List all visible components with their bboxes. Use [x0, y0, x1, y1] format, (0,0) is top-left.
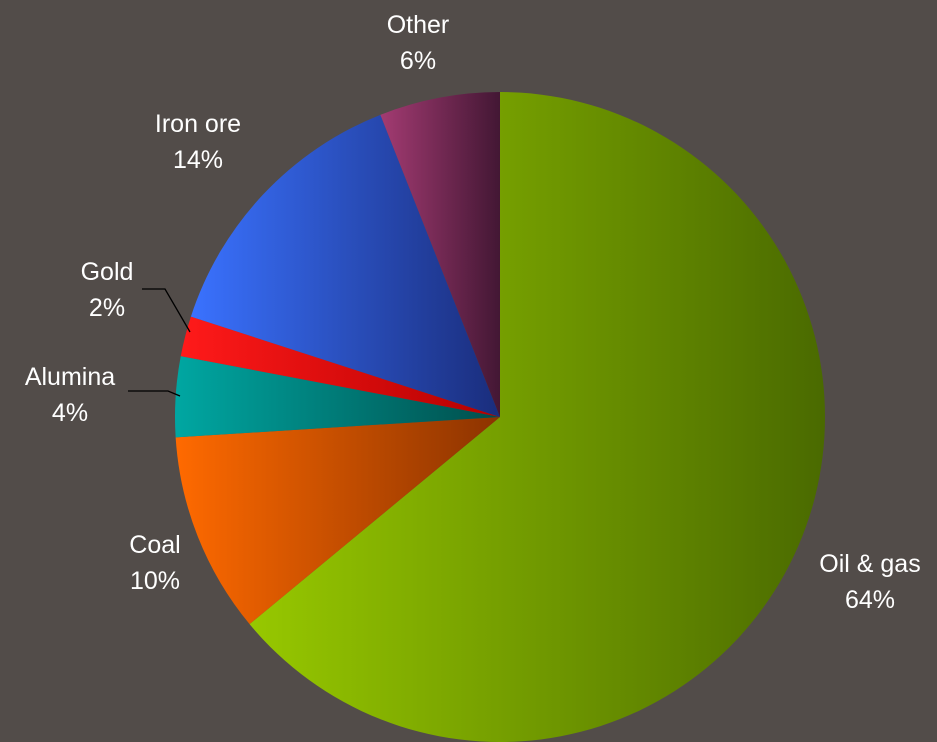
labels-layer: Oil & gas 64% Coal 10% Alumina 4% Gold 2% Iron o… [25, 11, 921, 614]
leader-line-gold [142, 288, 191, 333]
slice-oil-gas [249, 92, 825, 742]
slice-name-oil-gas: Oil & gas [819, 550, 920, 578]
slice-coal [175, 417, 500, 625]
slice-other [380, 92, 500, 417]
slice-percent-gold: 2% [89, 294, 125, 322]
slice-alumina [174, 356, 501, 438]
slice-label-oil-gas: Oil & gas 64% [819, 550, 920, 614]
leader-line-alumina [128, 390, 181, 397]
slices-layer [174, 92, 825, 742]
slice-percent-other: 6% [400, 47, 436, 75]
slice-percent-iron-ore: 14% [173, 146, 223, 174]
leader-lines-layer [128, 288, 191, 397]
slice-name-gold: Gold [81, 258, 134, 286]
slice-label-other: Other 6% [387, 11, 450, 75]
slice-iron-ore [190, 114, 500, 417]
slice-name-iron-ore: Iron ore [155, 110, 241, 138]
slice-percent-oil-gas: 64% [845, 586, 895, 614]
slice-name-other: Other [387, 11, 450, 39]
slice-label-iron-ore: Iron ore 14% [155, 110, 241, 174]
slice-percent-alumina: 4% [52, 399, 88, 427]
slice-label-coal: Coal 10% [129, 531, 180, 595]
slice-percent-coal: 10% [130, 567, 180, 595]
slice-label-alumina: Alumina 4% [25, 363, 115, 427]
slice-label-gold: Gold 2% [81, 258, 134, 322]
slice-name-coal: Coal [129, 531, 180, 559]
slice-name-alumina: Alumina [25, 363, 115, 391]
slice-gold [180, 316, 500, 417]
